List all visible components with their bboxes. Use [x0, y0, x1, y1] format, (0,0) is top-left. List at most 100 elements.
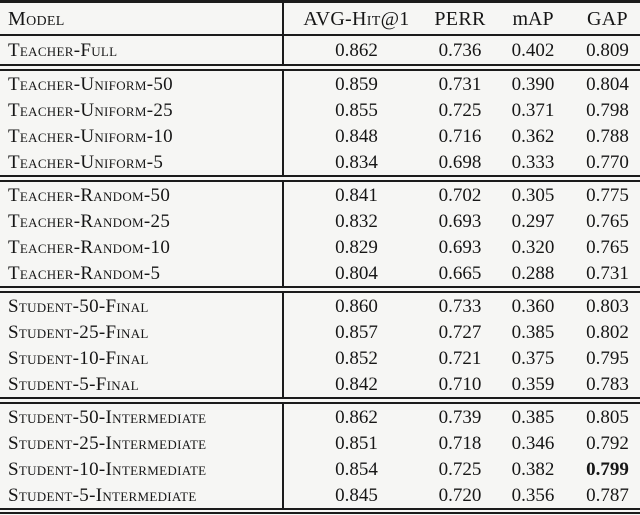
metric-value: 0.739 — [438, 406, 482, 428]
table-row: Teacher-Uniform-25 0.855 0.725 0.371 0.798 — [0, 97, 640, 123]
table-row: Student-5-Final 0.842 0.710 0.359 0.783 — [0, 371, 640, 401]
metric-value: 0.360 — [511, 295, 555, 317]
metric-value: 0.787 — [586, 484, 629, 506]
table-row: Teacher-Random-25 0.832 0.693 0.297 0.765 — [0, 208, 640, 234]
metric-value: 0.862 — [335, 39, 378, 61]
metric-value: 0.832 — [335, 210, 378, 232]
metric-value: 0.665 — [438, 262, 482, 284]
table-row: Student-50-Intermediate 0.862 0.739 0.385 0.… — [0, 400, 640, 430]
metric-value: 0.733 — [438, 295, 482, 317]
metric-value: 0.359 — [511, 373, 555, 395]
metric-value: 0.862 — [335, 406, 378, 428]
column-header-map: mAP — [491, 1, 575, 36]
metric-value: 0.736 — [438, 39, 482, 61]
model-name: Student-5-Final — [0, 371, 284, 401]
metric-value: 0.371 — [511, 99, 555, 121]
model-name: Student-25-Intermediate — [0, 430, 284, 456]
metric-value: 0.798 — [586, 99, 629, 121]
model-name: Teacher-Uniform-50 — [0, 67, 284, 97]
section-teacher-random: Teacher-Random-50 0.841 0.702 0.305 0.775 Tea… — [0, 178, 640, 290]
table-row: Student-25-Final 0.857 0.727 0.385 0.802 — [0, 319, 640, 345]
model-name: Teacher-Full — [0, 35, 284, 68]
metric-value: 0.727 — [438, 321, 482, 343]
metric-value: 0.288 — [511, 262, 555, 284]
table-row: Teacher-Random-50 0.841 0.702 0.305 0.775 — [0, 178, 640, 208]
metric-value: 0.402 — [511, 39, 555, 61]
metric-value: 0.775 — [586, 184, 629, 206]
metric-value: 0.795 — [586, 347, 629, 369]
table-row: Teacher-Uniform-10 0.848 0.716 0.362 0.788 — [0, 123, 640, 149]
model-name: Student-25-Final — [0, 319, 284, 345]
metric-value: 0.725 — [438, 99, 482, 121]
metric-value: 0.809 — [586, 39, 629, 61]
metric-value: 0.702 — [438, 184, 482, 206]
metric-value: 0.765 — [586, 210, 629, 232]
table-row: Student-10-Intermediate 0.854 0.725 0.382 0.… — [0, 456, 640, 482]
section-student-final: Student-50-Final 0.860 0.733 0.360 0.803 Stud… — [0, 289, 640, 401]
metric-value: 0.799 — [586, 458, 629, 480]
metric-value: 0.385 — [511, 321, 555, 343]
metric-value: 0.725 — [438, 458, 482, 480]
metric-value: 0.698 — [438, 151, 482, 173]
metric-value: 0.860 — [335, 295, 378, 317]
metric-value: 0.731 — [438, 73, 482, 95]
column-header-perr: PERR — [429, 1, 491, 36]
table-header: Model AVG-Hit@1 PERR mAP GAP — [0, 1, 640, 36]
metric-value: 0.792 — [586, 432, 629, 454]
metric-value: 0.721 — [438, 347, 482, 369]
metric-value: 0.855 — [335, 99, 378, 121]
column-header-model: Model — [0, 1, 284, 36]
metric-value: 0.805 — [586, 406, 629, 428]
metric-value: 0.788 — [586, 125, 629, 147]
table-row: Teacher-Random-5 0.804 0.665 0.288 0.731 — [0, 260, 640, 290]
metric-value: 0.765 — [586, 236, 629, 258]
table-row: Student-5-Intermediate 0.845 0.720 0.356 0.7… — [0, 482, 640, 511]
metric-value: 0.848 — [335, 125, 378, 147]
model-name: Teacher-Random-25 — [0, 208, 284, 234]
metric-value: 0.693 — [438, 236, 482, 258]
metric-value: 0.382 — [511, 458, 555, 480]
metric-value: 0.731 — [586, 262, 629, 284]
metric-value: 0.710 — [438, 373, 482, 395]
table-row: Student-10-Final 0.852 0.721 0.375 0.795 — [0, 345, 640, 371]
metric-value: 0.770 — [586, 151, 629, 173]
model-name: Teacher-Random-10 — [0, 234, 284, 260]
table-row: Teacher-Uniform-50 0.859 0.731 0.390 0.804 — [0, 67, 640, 97]
metric-value: 0.834 — [335, 151, 378, 173]
column-header-avg-hit-at-1: AVG-Hit@1 — [283, 1, 429, 36]
model-name: Student-10-Intermediate — [0, 456, 284, 482]
metric-value: 0.385 — [511, 406, 555, 428]
metric-value: 0.803 — [586, 295, 629, 317]
metric-value: 0.320 — [511, 236, 555, 258]
model-name: Teacher-Random-50 — [0, 178, 284, 208]
metric-value: 0.859 — [335, 73, 378, 95]
table-row: Teacher-Random-10 0.829 0.693 0.320 0.765 — [0, 234, 640, 260]
model-name: Teacher-Uniform-10 — [0, 123, 284, 149]
metric-value: 0.845 — [335, 484, 378, 506]
metric-value: 0.854 — [335, 458, 378, 480]
metric-value: 0.297 — [511, 210, 555, 232]
table-row: Student-25-Intermediate 0.851 0.718 0.346 0.… — [0, 430, 640, 456]
metric-value: 0.829 — [335, 236, 378, 258]
section-teacher-uniform: Teacher-Uniform-50 0.859 0.731 0.390 0.804 Te… — [0, 67, 640, 179]
model-name: Teacher-Uniform-25 — [0, 97, 284, 123]
metric-value: 0.718 — [438, 432, 482, 454]
model-name: Teacher-Random-5 — [0, 260, 284, 290]
section-teacher-full: Teacher-Full 0.862 0.736 0.402 0.809 — [0, 35, 640, 68]
metric-value: 0.804 — [335, 262, 378, 284]
metric-value: 0.857 — [335, 321, 378, 343]
metric-value: 0.390 — [511, 73, 555, 95]
model-name: Student-50-Intermediate — [0, 400, 284, 430]
model-name: Teacher-Uniform-5 — [0, 149, 284, 179]
section-student-intermediate: Student-50-Intermediate 0.862 0.739 0.385 0.… — [0, 400, 640, 511]
header-row: Model AVG-Hit@1 PERR mAP GAP — [0, 1, 640, 36]
metric-value: 0.720 — [438, 484, 482, 506]
metric-value: 0.375 — [511, 347, 555, 369]
table-row: Teacher-Uniform-5 0.834 0.698 0.333 0.770 — [0, 149, 640, 179]
metric-value: 0.842 — [335, 373, 378, 395]
model-name: Student-10-Final — [0, 345, 284, 371]
metric-value: 0.783 — [586, 373, 629, 395]
metric-value: 0.852 — [335, 347, 378, 369]
